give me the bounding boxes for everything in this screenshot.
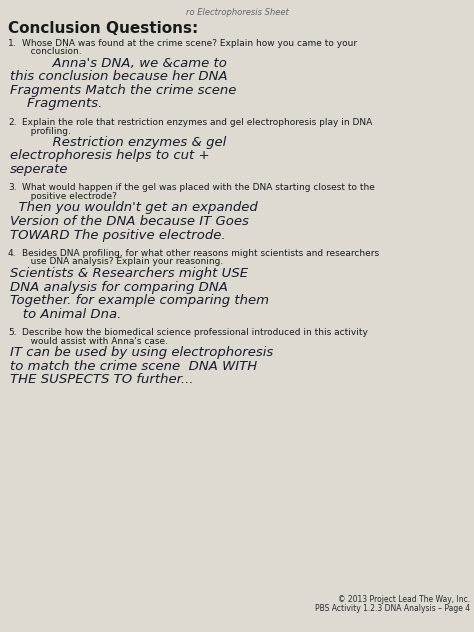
Text: DNA analysis for comparing DNA: DNA analysis for comparing DNA (10, 281, 228, 293)
Text: would assist with Anna's case.: would assist with Anna's case. (22, 336, 168, 346)
Text: Together. for example comparing them: Together. for example comparing them (10, 294, 269, 307)
Text: 1.: 1. (8, 39, 17, 48)
Text: Then you wouldn't get an expanded: Then you wouldn't get an expanded (10, 202, 258, 214)
Text: Besides DNA profiling, for what other reasons might scientists and researchers: Besides DNA profiling, for what other re… (22, 249, 379, 258)
Text: use DNA analysis? Explain your reasoning.: use DNA analysis? Explain your reasoning… (22, 257, 223, 267)
Text: PBS Activity 1.2.3 DNA Analysis – Page 4: PBS Activity 1.2.3 DNA Analysis – Page 4 (315, 604, 470, 613)
Text: Whose DNA was found at the crime scene? Explain how you came to your: Whose DNA was found at the crime scene? … (22, 39, 357, 48)
Text: Fragments.: Fragments. (10, 97, 102, 111)
Text: 3.: 3. (8, 183, 17, 193)
Text: this conclusion because her DNA: this conclusion because her DNA (10, 71, 228, 83)
Text: 2.: 2. (8, 118, 17, 127)
Text: Version of the DNA because IT Goes: Version of the DNA because IT Goes (10, 215, 249, 228)
Text: Scientists & Researchers might USE: Scientists & Researchers might USE (10, 267, 248, 280)
Text: 4.: 4. (8, 249, 17, 258)
Text: Describe how the biomedical science professional introduced in this activity: Describe how the biomedical science prof… (22, 328, 368, 337)
Text: Anna's DNA, we &came to: Anna's DNA, we &came to (10, 57, 227, 70)
Text: IT can be used by using electrophoresis: IT can be used by using electrophoresis (10, 346, 273, 359)
Text: 5.: 5. (8, 328, 17, 337)
Text: ro Electrophoresis Sheet: ro Electrophoresis Sheet (186, 8, 288, 17)
Text: electrophoresis helps to cut +: electrophoresis helps to cut + (10, 150, 210, 162)
Text: Explain the role that restriction enzymes and gel electrophoresis play in DNA: Explain the role that restriction enzyme… (22, 118, 372, 127)
Text: positive electrode?: positive electrode? (22, 192, 117, 201)
Text: Restriction enzymes & gel: Restriction enzymes & gel (10, 136, 226, 149)
Text: to match the crime scene  DNA WITH: to match the crime scene DNA WITH (10, 360, 257, 372)
Text: THE SUSPECTS TO further...: THE SUSPECTS TO further... (10, 373, 193, 386)
Text: Fragments Match the crime scene: Fragments Match the crime scene (10, 84, 237, 97)
Text: to Animal Dna.: to Animal Dna. (10, 308, 121, 320)
Text: Conclusion Questions:: Conclusion Questions: (8, 21, 198, 36)
Text: profiling.: profiling. (22, 126, 71, 135)
Text: conclusion.: conclusion. (22, 47, 82, 56)
Text: seperate: seperate (10, 163, 69, 176)
Text: TOWARD The positive electrode.: TOWARD The positive electrode. (10, 229, 226, 241)
Text: © 2013 Project Lead The Way, Inc.: © 2013 Project Lead The Way, Inc. (338, 595, 470, 604)
Text: What would happen if the gel was placed with the DNA starting closest to the: What would happen if the gel was placed … (22, 183, 375, 193)
